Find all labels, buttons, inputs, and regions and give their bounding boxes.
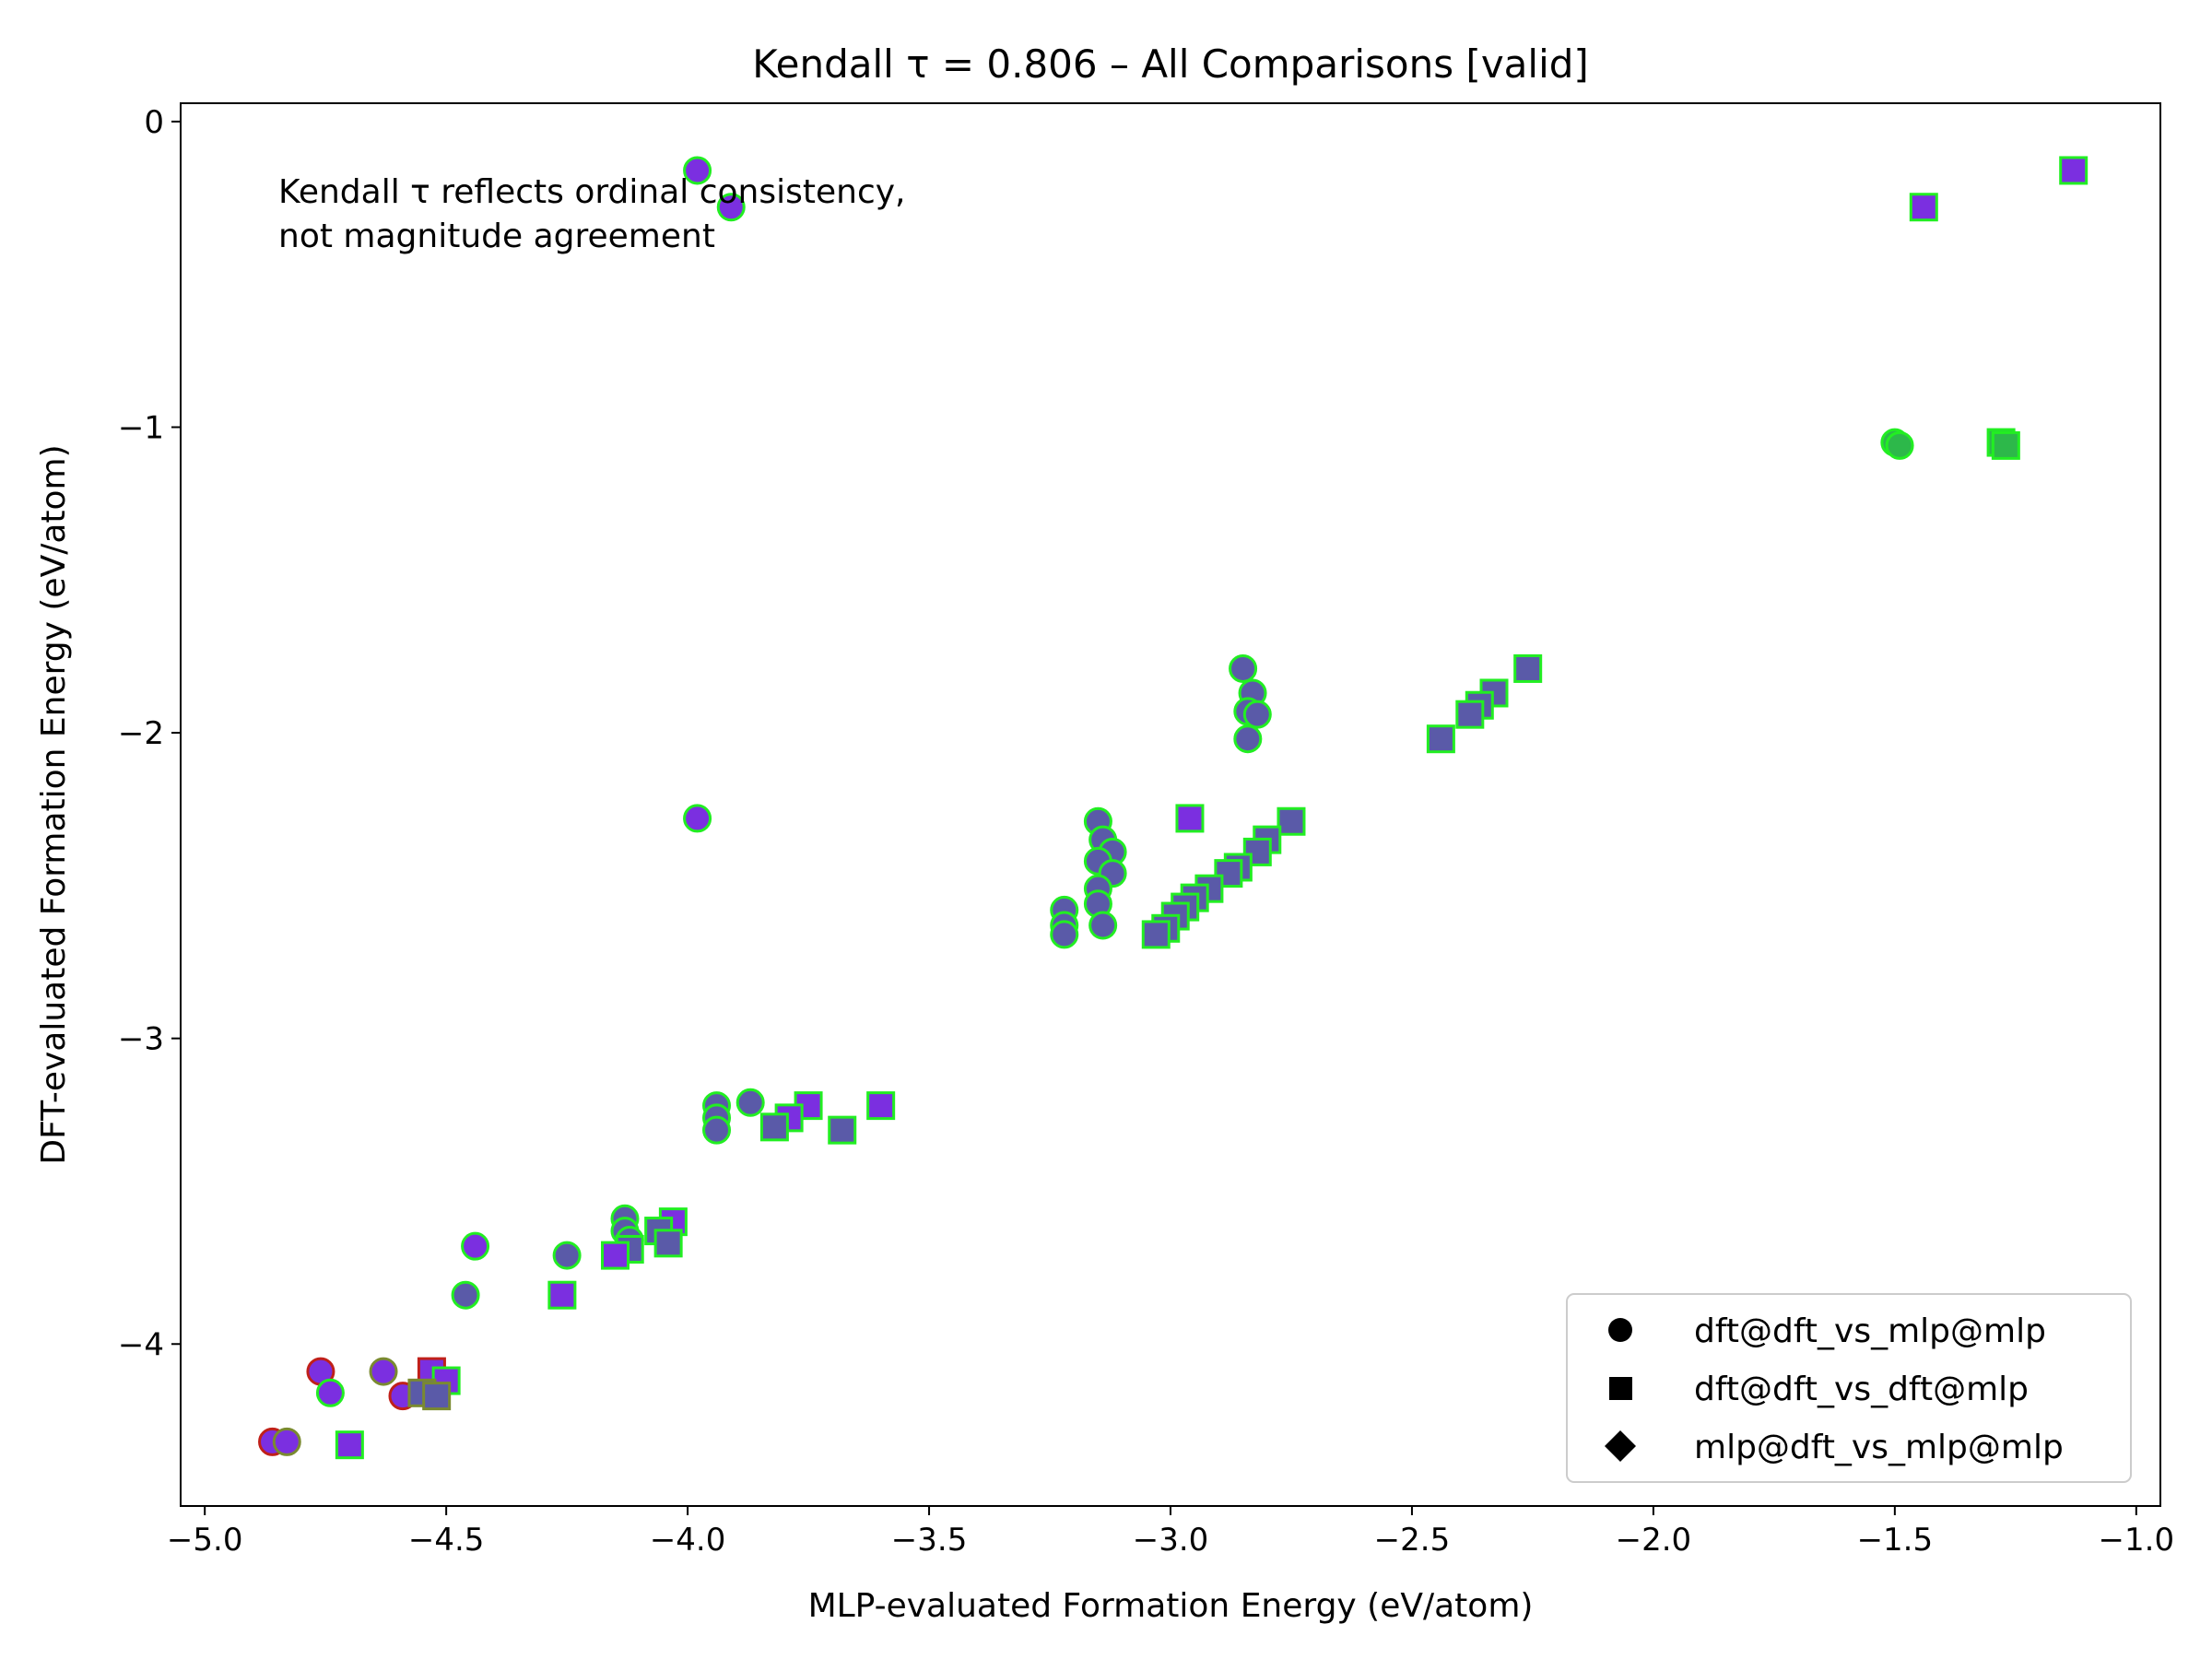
x-tick-label: −2.0 bbox=[1616, 1522, 1692, 1559]
x-axis-ticks: −5.0 −4.5 −4.0 −3.5 −3.0 −2.5 −2.0 −1.5 −1.0 bbox=[167, 1506, 2174, 1559]
circle-point bbox=[683, 156, 712, 185]
circle-point bbox=[1229, 653, 1258, 683]
x-axis-label: MLP-evaluated Formation Energy (eV/atom) bbox=[808, 1587, 1534, 1625]
circle-point bbox=[461, 1231, 490, 1261]
square-point bbox=[422, 1382, 452, 1411]
circle-point bbox=[735, 1088, 765, 1117]
circle-point bbox=[683, 804, 712, 833]
points-layer bbox=[258, 156, 2088, 1460]
square-point bbox=[1909, 193, 1938, 222]
legend-label-circle: dft@dft_vs_mlp@mlp bbox=[1694, 1312, 2046, 1350]
square-point bbox=[335, 1430, 364, 1460]
square-point bbox=[1455, 700, 1485, 729]
circle-point bbox=[369, 1357, 398, 1386]
y-tick-label: −3 bbox=[118, 1021, 164, 1058]
square-point bbox=[653, 1229, 683, 1258]
circle-point bbox=[272, 1427, 301, 1456]
legend-diamond-marker bbox=[1605, 1430, 1636, 1462]
square-point bbox=[759, 1112, 789, 1142]
square-point bbox=[866, 1091, 896, 1121]
legend-box bbox=[1566, 1293, 2132, 1483]
annotation-line-2: not magnitude agreement bbox=[278, 218, 715, 255]
square-point bbox=[1426, 724, 1455, 754]
x-tick-label: −4.5 bbox=[408, 1522, 485, 1559]
legend-label-diamond: mlp@dft_vs_mlp@mlp bbox=[1694, 1429, 2064, 1466]
square-point bbox=[1991, 430, 2020, 460]
square-point bbox=[1175, 804, 1205, 833]
x-tick-label: −3.5 bbox=[891, 1522, 968, 1559]
y-axis-ticks: 0 −1 −2 −3 −4 bbox=[118, 104, 181, 1363]
circle-point bbox=[1242, 700, 1272, 729]
x-tick-label: −1.0 bbox=[2099, 1522, 2175, 1559]
square-point bbox=[2059, 156, 2088, 185]
x-tick-label: −4.0 bbox=[650, 1522, 726, 1559]
circle-point bbox=[1233, 724, 1263, 754]
annotation-line-1: Kendall τ reflects ordinal consistency, bbox=[278, 173, 905, 211]
y-tick-label: −4 bbox=[118, 1326, 164, 1363]
y-tick-label: −2 bbox=[118, 715, 164, 752]
circle-point bbox=[702, 1115, 732, 1145]
legend-label-square: dft@dft_vs_dft@mlp bbox=[1694, 1371, 2029, 1408]
legend: dft@dft_vs_mlp@mlp dft@dft_vs_dft@mlp ml… bbox=[1566, 1293, 2132, 1483]
y-tick-label: 0 bbox=[144, 104, 164, 141]
legend-square-marker bbox=[1609, 1377, 1632, 1400]
y-tick-label: −1 bbox=[118, 409, 164, 446]
circle-point bbox=[451, 1280, 480, 1310]
legend-circle-marker bbox=[1608, 1318, 1632, 1342]
square-point bbox=[601, 1241, 630, 1270]
circle-point bbox=[1050, 920, 1079, 949]
x-tick-label: −3.0 bbox=[1133, 1522, 1209, 1559]
square-point bbox=[1513, 653, 1543, 683]
circle-point bbox=[315, 1378, 345, 1407]
circle-point bbox=[1885, 430, 1914, 460]
x-tick-label: −2.5 bbox=[1374, 1522, 1451, 1559]
square-point bbox=[547, 1280, 577, 1310]
y-axis-label: DFT-evaluated Formation Energy (eV/atom) bbox=[35, 444, 73, 1164]
circle-point bbox=[716, 193, 746, 222]
x-tick-label: −1.5 bbox=[1857, 1522, 1934, 1559]
circle-point bbox=[1088, 911, 1118, 940]
square-point bbox=[1141, 920, 1171, 949]
square-point bbox=[828, 1115, 857, 1145]
square-point bbox=[1277, 806, 1306, 836]
circle-point bbox=[552, 1241, 582, 1270]
x-tick-label: −5.0 bbox=[167, 1522, 243, 1559]
chart-title: Kendall τ = 0.806 – All Comparisons [val… bbox=[752, 41, 1589, 87]
